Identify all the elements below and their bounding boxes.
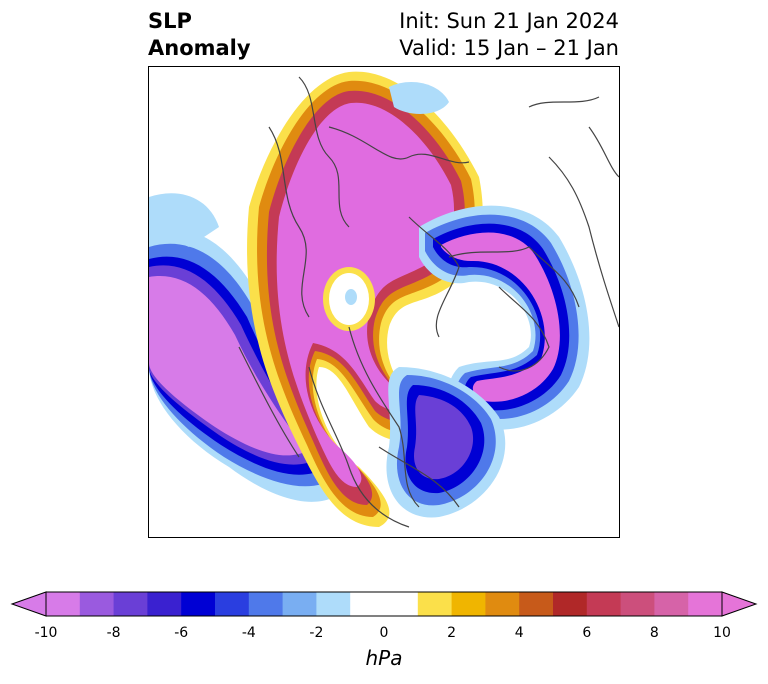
map-panel [148, 66, 620, 538]
colorbar-tick-label: 8 [649, 625, 659, 641]
colorbar-tick-label: 6 [582, 625, 592, 641]
colorbar-tick-label: -8 [106, 625, 121, 641]
colorbar-cell [282, 592, 317, 616]
colorbar-cell [384, 592, 419, 616]
coastlines [238, 76, 619, 528]
colorbar-cell [417, 592, 453, 616]
colorbar-tick-label: 2 [447, 625, 457, 641]
colorbar-cell [215, 592, 250, 616]
colorbar-cell [79, 592, 115, 616]
colorbar-cell [485, 592, 520, 616]
colorbar-cells [46, 592, 723, 616]
colorbar-cell [688, 592, 723, 616]
anomaly-map [149, 71, 619, 528]
title-line-2: Anomaly [148, 36, 251, 60]
colorbar-cell [147, 592, 182, 616]
units-label: hPa [365, 646, 403, 670]
colorbar-tick-label: 4 [514, 625, 524, 641]
colorbar-cell [181, 592, 216, 616]
map-title: SLP Anomaly [148, 8, 251, 62]
eurasia-low-anomaly [419, 205, 590, 430]
colorbar-min-extension [10, 591, 47, 617]
colorbar-cell [553, 592, 588, 616]
colorbar-tick-label: -2 [309, 625, 324, 641]
colorbar-cell [46, 592, 81, 616]
colorbar-tick-label: 10 [713, 625, 731, 641]
colorbar-cell [316, 592, 351, 616]
colorbar-cell [620, 592, 655, 616]
colorbar-cell [654, 592, 689, 616]
date-info: Init: Sun 21 Jan 2024 Valid: 15 Jan – 21… [399, 8, 619, 62]
title-line-1: SLP [148, 9, 192, 33]
colorbar-tick-label: 0 [379, 625, 389, 641]
init-date: Init: Sun 21 Jan 2024 [399, 9, 619, 33]
colorbar-tick-label: -10 [34, 625, 58, 641]
colorbar-cell [586, 592, 622, 616]
top-light-blue-patch [389, 82, 449, 114]
colorbar-outline [45, 591, 723, 617]
colorbar-tick-label: -6 [174, 625, 189, 641]
colorbar-cell [113, 592, 148, 616]
polar-white-spot [323, 267, 375, 331]
colorbar-tick-label: -4 [241, 625, 256, 641]
colorbar-cell [451, 592, 486, 616]
colorbar-cell [248, 592, 284, 616]
colorbar-max-extension [721, 591, 758, 617]
colorbar-cell [519, 592, 554, 616]
colorbar [10, 591, 758, 617]
colorbar-cell [350, 592, 385, 616]
valid-range: Valid: 15 Jan – 21 Jan [399, 36, 619, 60]
